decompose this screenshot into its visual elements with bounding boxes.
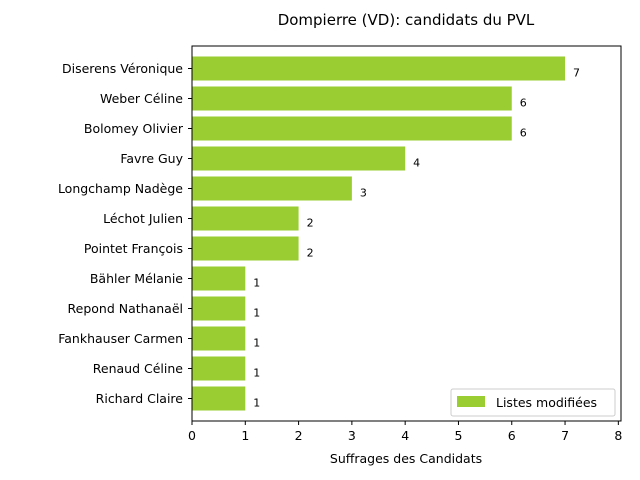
x-tick-label: 5 [454, 428, 462, 443]
bar [192, 326, 246, 351]
bar [192, 116, 512, 141]
data-label: 1 [253, 367, 260, 380]
bar [192, 356, 246, 381]
x-tick-label: 2 [295, 428, 303, 443]
y-axis-ticks: Diserens Véronique Weber Céline Bolomey Ol… [58, 61, 192, 406]
y-tick-label: Pointet François [84, 241, 183, 256]
bar [192, 296, 246, 321]
x-axis-label: Suffrages des Candidats [330, 451, 482, 466]
bar [192, 266, 246, 291]
x-tick-label: 4 [401, 428, 409, 443]
x-tick-label: 1 [241, 428, 249, 443]
y-tick-label: Léchot Julien [103, 211, 183, 226]
bar [192, 386, 246, 411]
bar [192, 236, 299, 261]
y-tick-label: Bähler Mélanie [90, 271, 183, 286]
x-tick-label: 8 [614, 428, 622, 443]
y-tick-label: Diserens Véronique [62, 61, 183, 76]
data-label: 4 [413, 157, 420, 170]
bar [192, 176, 352, 201]
y-tick-label: Fankhauser Carmen [58, 331, 183, 346]
x-axis-ticks: 0 1 2 3 4 5 6 7 8 [188, 421, 622, 443]
data-label: 7 [573, 67, 580, 80]
y-tick-label: Repond Nathanaël [68, 301, 183, 316]
bar [192, 56, 566, 81]
legend-box [450, 388, 616, 417]
y-tick-label: Favre Guy [120, 151, 183, 166]
bar [192, 146, 406, 171]
bars-group: 7 6 6 4 3 2 2 1 1 1 1 1 [192, 56, 580, 411]
data-label: 1 [253, 397, 260, 410]
bar [192, 86, 512, 111]
bar [192, 206, 299, 231]
legend: Listes modifiées [450, 388, 616, 417]
y-tick-label: Bolomey Olivier [84, 121, 184, 136]
y-tick-label: Longchamp Nadège [58, 181, 183, 196]
data-label: 6 [520, 97, 527, 110]
x-tick-label: 0 [188, 428, 196, 443]
data-label: 2 [307, 217, 314, 230]
legend-swatch [457, 396, 485, 407]
plot-frame [191, 45, 622, 422]
legend-label: Listes modifiées [496, 395, 597, 410]
x-tick-label: 3 [348, 428, 356, 443]
y-tick-label: Richard Claire [96, 391, 184, 406]
x-tick-label: 6 [508, 428, 516, 443]
data-label: 1 [253, 277, 260, 290]
data-label: 1 [253, 337, 260, 350]
data-label: 3 [360, 187, 367, 200]
data-label: 2 [307, 247, 314, 260]
data-label: 6 [520, 127, 527, 140]
chart-title: Dompierre (VD): candidats du PVL [278, 11, 535, 29]
y-tick-label: Renaud Céline [93, 361, 184, 376]
data-label: 1 [253, 307, 260, 320]
y-tick-label: Weber Céline [100, 91, 183, 106]
x-tick-label: 7 [561, 428, 569, 443]
